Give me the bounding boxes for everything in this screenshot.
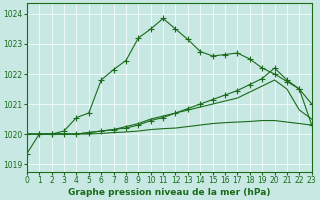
X-axis label: Graphe pression niveau de la mer (hPa): Graphe pression niveau de la mer (hPa) bbox=[68, 188, 270, 197]
